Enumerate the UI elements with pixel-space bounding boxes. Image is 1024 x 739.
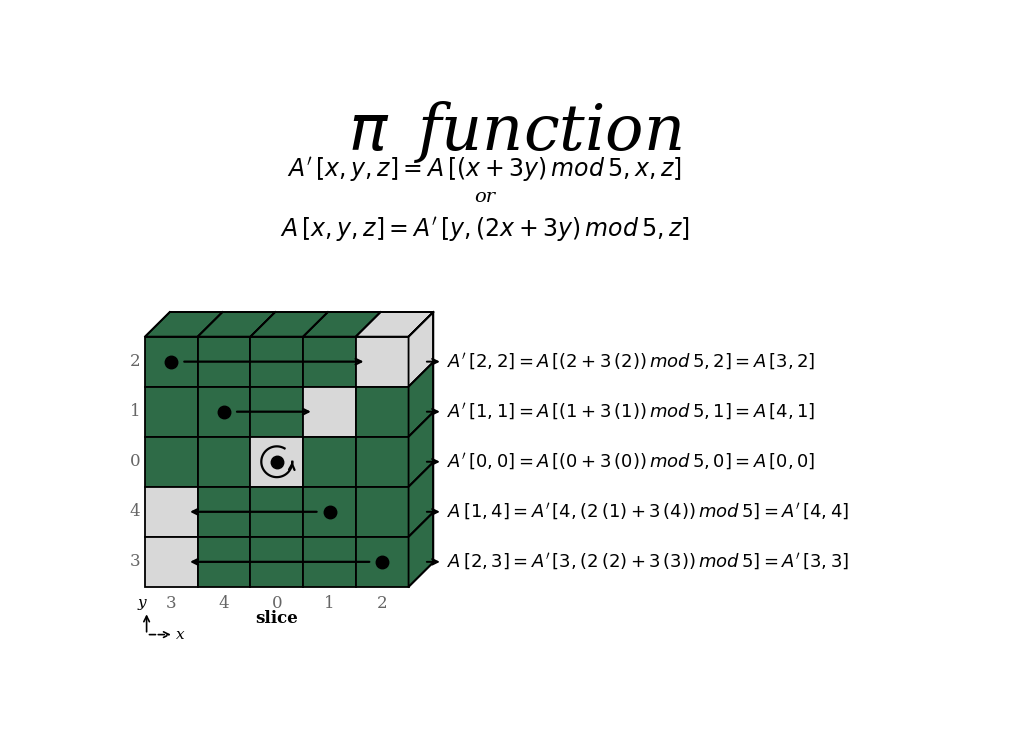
Text: $A^{\prime}\,[x,y,z] = A\,[(x+3y)\,mod\,5,x,z]$: $A^{\prime}\,[x,y,z] = A\,[(x+3y)\,mod\,… — [287, 156, 682, 184]
Text: 1: 1 — [325, 595, 335, 612]
Text: 0: 0 — [271, 595, 283, 612]
Bar — [198, 537, 251, 587]
Bar — [198, 337, 251, 386]
Bar — [251, 537, 303, 587]
Polygon shape — [356, 312, 433, 337]
Text: y: y — [137, 596, 146, 610]
Text: $\pi\,$ function: $\pi\,$ function — [348, 100, 683, 166]
Polygon shape — [409, 312, 433, 386]
Text: 4: 4 — [130, 503, 140, 520]
Bar — [198, 437, 251, 487]
Bar — [303, 537, 356, 587]
Bar — [251, 386, 303, 437]
Text: $A\,[x,y,z] = A^{\prime}\,[y,(2x+3y)\,mod\,5,z]$: $A\,[x,y,z] = A^{\prime}\,[y,(2x+3y)\,mo… — [280, 215, 689, 244]
Bar — [356, 337, 409, 386]
Bar — [145, 437, 198, 487]
Bar — [303, 386, 356, 437]
Polygon shape — [303, 312, 381, 337]
Text: 2: 2 — [377, 595, 387, 612]
Polygon shape — [145, 312, 222, 337]
Text: 3: 3 — [166, 595, 177, 612]
Bar — [356, 386, 409, 437]
Bar — [303, 437, 356, 487]
Text: $A^{\prime}\,[1,1] = A\,[(1+3\,(1))\,mod\,5,1] = A\,[4,1]$: $A^{\prime}\,[1,1] = A\,[(1+3\,(1))\,mod… — [447, 401, 816, 422]
Text: 0: 0 — [130, 453, 140, 470]
Bar — [145, 537, 198, 587]
Text: 3: 3 — [130, 554, 140, 571]
Text: 2: 2 — [130, 353, 140, 370]
Bar — [303, 337, 356, 386]
Text: $A\,[2,3] = A^{\prime}\,[3,(2\,(2)+3\,(3))\,mod\,5] = A^{\prime}\,[3,3]$: $A\,[2,3] = A^{\prime}\,[3,(2\,(2)+3\,(3… — [447, 551, 849, 572]
Polygon shape — [409, 512, 433, 587]
Text: 1: 1 — [130, 403, 140, 420]
Bar — [251, 487, 303, 537]
Bar — [356, 437, 409, 487]
Bar — [145, 386, 198, 437]
Polygon shape — [409, 412, 433, 487]
Bar — [356, 487, 409, 537]
Text: or: or — [474, 188, 495, 206]
Polygon shape — [251, 312, 328, 337]
Bar — [356, 537, 409, 587]
Bar — [145, 337, 198, 386]
Bar — [145, 487, 198, 537]
Bar — [251, 437, 303, 487]
Text: $A\,[1,4] = A^{\prime}\,[4,(2\,(1)+3\,(4))\,mod\,5] = A^{\prime}\,[4,4]$: $A\,[1,4] = A^{\prime}\,[4,(2\,(1)+3\,(4… — [447, 502, 849, 522]
Polygon shape — [198, 312, 275, 337]
Polygon shape — [409, 362, 433, 437]
Bar — [251, 337, 303, 386]
Text: $A^{\prime}\,[0,0] = A\,[(0+3\,(0))\,mod\,5,0] = A\,[0,0]$: $A^{\prime}\,[0,0] = A\,[(0+3\,(0))\,mod… — [447, 452, 816, 472]
Bar — [198, 487, 251, 537]
Bar — [198, 386, 251, 437]
Text: 4: 4 — [219, 595, 229, 612]
Text: $A^{\prime}\,[2,2] = A\,[(2+3\,(2))\,mod\,5,2] = A\,[3,2]$: $A^{\prime}\,[2,2] = A\,[(2+3\,(2))\,mod… — [447, 351, 816, 372]
Text: x: x — [176, 627, 184, 641]
Bar — [303, 487, 356, 537]
Polygon shape — [409, 462, 433, 537]
Text: slice: slice — [255, 610, 298, 627]
